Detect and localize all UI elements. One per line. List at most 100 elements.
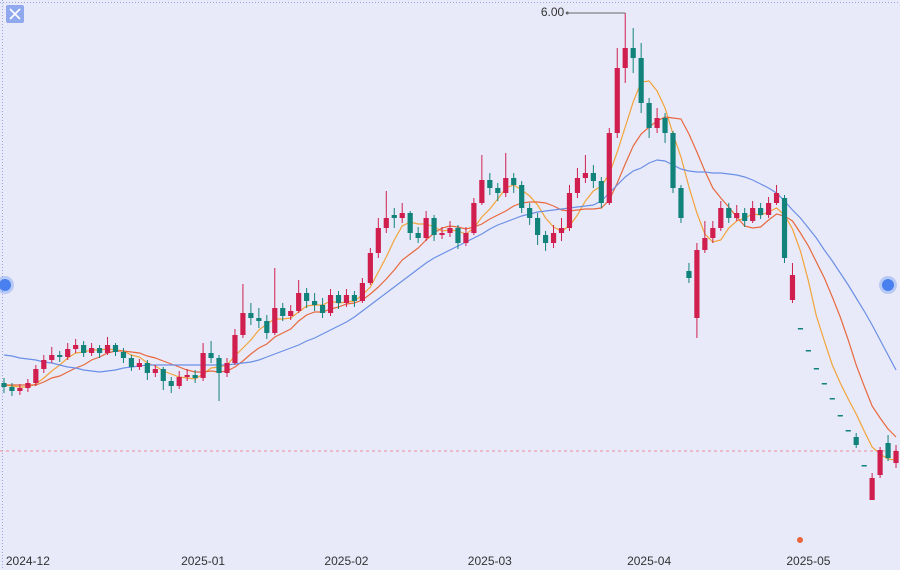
candle-body	[566, 193, 573, 228]
x-tick-label: 2025-03	[468, 554, 512, 568]
candle-body	[582, 173, 588, 178]
ma-line	[3, 159, 897, 373]
candle-body	[742, 213, 748, 221]
x-tick-label: 2025-05	[786, 554, 830, 568]
candle-body	[638, 58, 644, 103]
candle-body	[264, 321, 270, 333]
handle-right[interactable]	[882, 279, 894, 291]
candle-body	[1, 383, 7, 387]
candle-body	[662, 118, 668, 133]
candle-body	[519, 185, 525, 208]
candle-body	[694, 250, 700, 318]
annotation-dot	[565, 11, 569, 15]
candle-body	[463, 233, 469, 243]
candle-body	[120, 352, 127, 358]
candle-body	[144, 363, 150, 373]
candle-body	[232, 335, 238, 363]
candle-body	[304, 293, 310, 301]
candle-body	[128, 358, 135, 367]
candle-body	[65, 349, 71, 357]
candle-body	[773, 193, 780, 203]
candle-body	[359, 283, 365, 301]
candle-body	[248, 313, 254, 318]
candle-body	[527, 208, 533, 218]
candle-body	[885, 443, 891, 458]
candle-body	[216, 358, 222, 373]
candle-body	[893, 451, 899, 463]
candle-body	[598, 181, 604, 203]
candle-body	[670, 133, 676, 188]
candle-body	[25, 383, 31, 388]
candle-body	[272, 308, 278, 333]
candle-body	[351, 295, 358, 301]
candle-body	[654, 118, 660, 128]
candle-body	[81, 345, 87, 353]
candle-body	[256, 318, 262, 321]
x-tick-label: 2024-12	[6, 554, 50, 568]
candle-body	[813, 368, 819, 370]
candle-body	[511, 178, 517, 185]
candle-body	[877, 450, 883, 475]
candle-body	[503, 178, 509, 193]
candle-body	[176, 377, 182, 386]
candle-body	[678, 188, 684, 218]
candle-body	[550, 233, 557, 243]
candle-body	[335, 295, 342, 303]
candle-body	[686, 271, 692, 278]
candle-body	[367, 253, 373, 283]
candle-body	[9, 387, 15, 391]
candle-body	[781, 198, 788, 258]
candle-body	[702, 238, 708, 250]
candle-body	[853, 437, 859, 445]
candle-body	[495, 188, 501, 193]
candle-body	[861, 465, 867, 467]
candle-body	[73, 345, 79, 349]
candle-body	[479, 180, 485, 203]
candle-body	[487, 180, 493, 188]
candle-body	[710, 228, 716, 238]
candle-body	[606, 133, 612, 203]
candle-body	[399, 213, 405, 218]
candle-body	[431, 218, 437, 235]
candle-body	[765, 203, 772, 215]
event-dot[interactable]	[797, 537, 803, 543]
annotation-label: 6.00	[541, 5, 565, 19]
x-tick-label: 2025-02	[324, 554, 368, 568]
candle-body	[447, 228, 453, 233]
candle-body	[88, 348, 95, 353]
candle-body	[869, 478, 875, 500]
candle-body	[319, 305, 326, 313]
candle-body	[112, 345, 119, 352]
candle-body	[734, 213, 740, 218]
candle-body	[718, 208, 724, 228]
candle-body	[726, 208, 732, 218]
candle-body	[590, 173, 596, 181]
icon-x[interactable]	[9, 8, 21, 20]
candle-body	[280, 308, 286, 316]
candle-body	[646, 103, 652, 128]
candle-body	[184, 375, 190, 377]
candle-body	[104, 345, 111, 353]
candle-body	[789, 275, 796, 300]
candle-body	[439, 233, 445, 235]
candle-body	[750, 208, 756, 221]
zoom-icon[interactable]	[6, 5, 24, 23]
candle-body	[208, 353, 214, 358]
handle-left[interactable]	[0, 279, 11, 291]
candle-body	[471, 203, 477, 233]
candle-body	[614, 68, 620, 133]
candle-body	[343, 295, 350, 303]
candle-body	[312, 301, 318, 305]
candle-body	[837, 415, 843, 417]
candle-body	[829, 398, 835, 400]
candle-body	[535, 218, 541, 235]
x-tick-label: 2025-01	[181, 554, 225, 568]
candle-body	[160, 369, 166, 381]
candle-body	[622, 48, 628, 68]
candle-body	[375, 228, 381, 253]
candle-body	[192, 375, 198, 378]
plot: 2024-12 2025-01 2025-02 2025-03 2025-04 2025-…	[0, 5, 900, 568]
candle-body	[558, 228, 565, 233]
candle-body	[288, 311, 294, 316]
